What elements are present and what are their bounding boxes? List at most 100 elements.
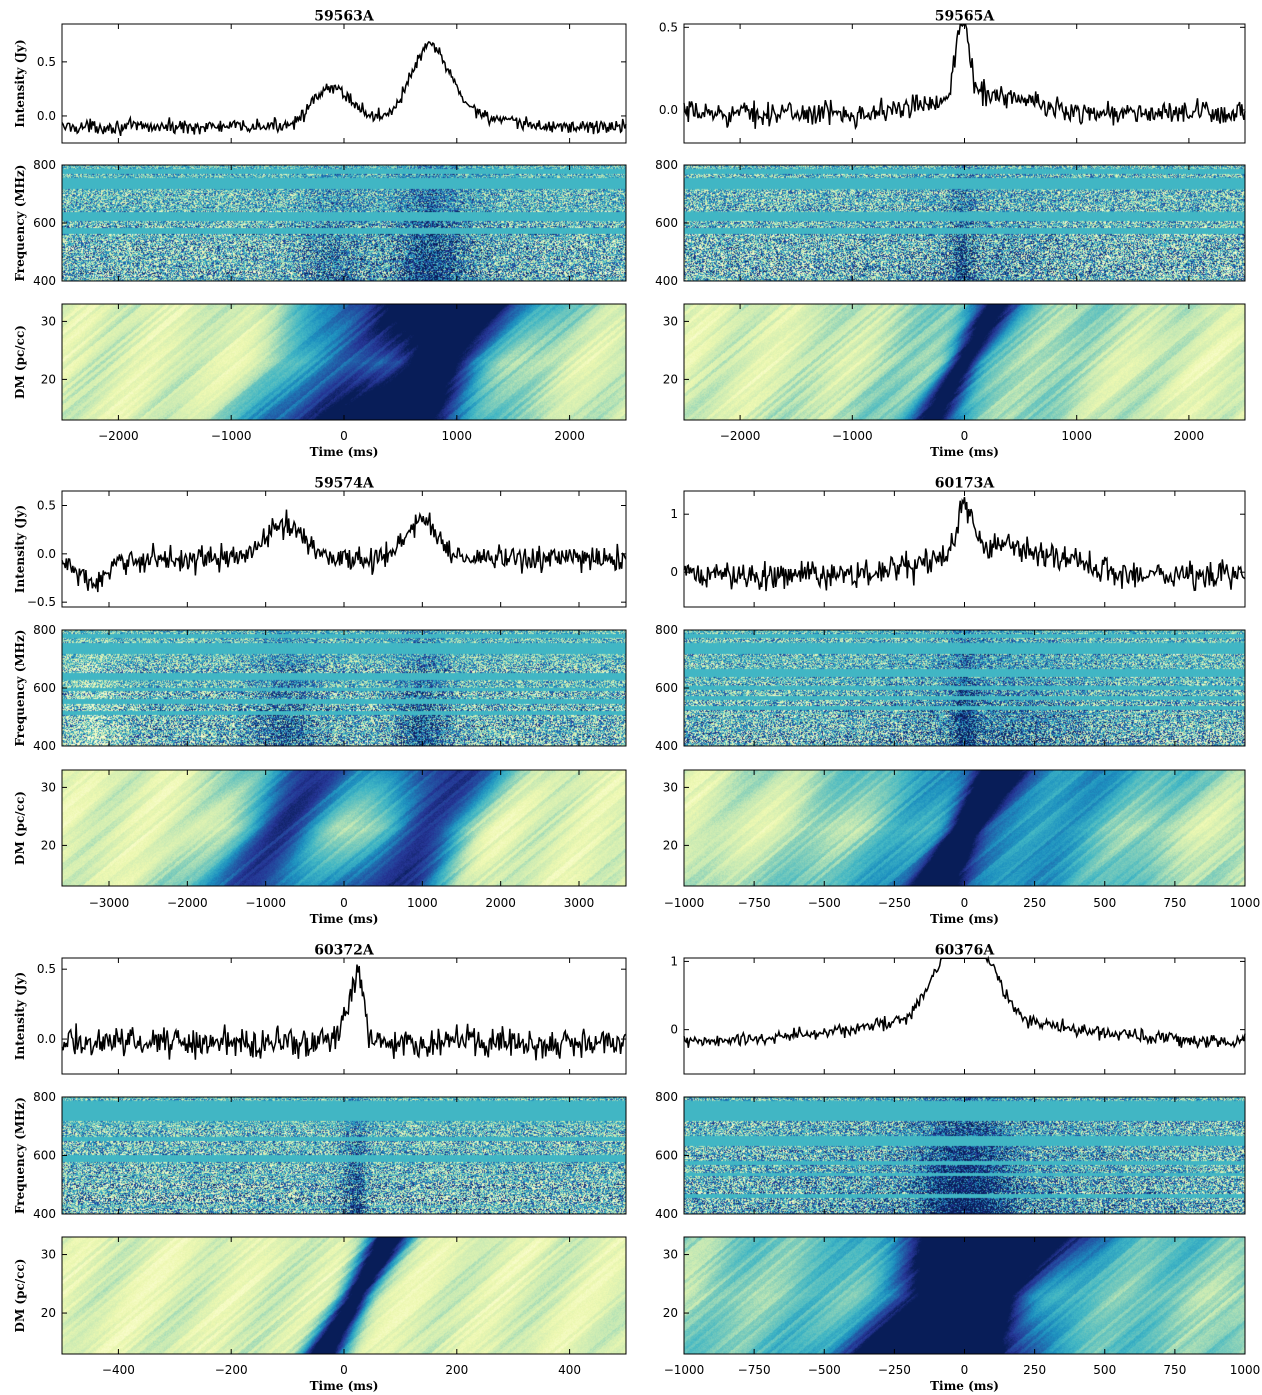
panel-59574A: 59574A −0.5 0.0 0.5 400 600 800 20 30 −3000 −2000 −… xyxy=(13,476,627,926)
spectrogram-ylabel: Frequency (MHz) xyxy=(13,165,27,282)
x-axis-label: Time (ms) xyxy=(930,1379,999,1393)
xtick-label: −2000 xyxy=(98,429,139,443)
xtick-label: −1000 xyxy=(664,896,705,910)
intensity-ytick-label: −0.5 xyxy=(27,595,56,609)
panel-title: 60372A xyxy=(314,943,375,959)
xtick-label: −250 xyxy=(878,896,911,910)
xtick-label: 2000 xyxy=(485,896,516,910)
xtick-label: 2000 xyxy=(554,429,585,443)
panel-title: 59574A xyxy=(314,476,375,492)
dm-ytick-label: 30 xyxy=(663,780,678,794)
dm-ylabel: DM (pc/cc) xyxy=(13,791,27,865)
intensity-ytick-label: 0.5 xyxy=(37,55,56,69)
xtick-label: 0 xyxy=(961,1363,969,1377)
xtick-label: −1000 xyxy=(664,1363,705,1377)
dm-ytick-label: 20 xyxy=(663,372,678,386)
dm-ytick-label: 30 xyxy=(41,314,56,328)
spectrogram-image xyxy=(62,1097,626,1214)
dm-time-image xyxy=(684,770,1245,886)
panel-title: 60376A xyxy=(935,943,996,959)
xtick-label: 500 xyxy=(1093,1363,1116,1377)
x-axis-label: Time (ms) xyxy=(310,912,379,926)
dm-time-image xyxy=(62,770,626,886)
dm-time-image xyxy=(684,304,1245,420)
xtick-label: 1000 xyxy=(1230,896,1261,910)
xtick-label: −2000 xyxy=(167,896,208,910)
xtick-label: 250 xyxy=(1023,1363,1046,1377)
xtick-label: 750 xyxy=(1163,896,1186,910)
spectrogram-ytick-label: 600 xyxy=(655,1149,678,1163)
dm-ytick-label: 30 xyxy=(41,780,56,794)
spectrogram-ytick-label: 400 xyxy=(33,274,56,288)
intensity-series xyxy=(61,41,627,137)
xtick-label: −750 xyxy=(738,1363,771,1377)
xtick-label: −1000 xyxy=(245,896,286,910)
xtick-label: 0 xyxy=(340,896,348,910)
dm-ytick-label: 20 xyxy=(41,838,56,852)
spectrogram-ytick-label: 800 xyxy=(655,623,678,637)
intensity-series xyxy=(61,964,627,1061)
panel-title: 59565A xyxy=(935,9,996,25)
x-axis-label: Time (ms) xyxy=(310,445,379,459)
spectrogram-image xyxy=(684,630,1245,746)
intensity-ylabel: Intensity (Jy) xyxy=(13,39,27,127)
dm-ytick-label: 20 xyxy=(41,1306,56,1320)
spectrogram-ytick-label: 600 xyxy=(33,1149,56,1163)
spectrogram-ylabel: Frequency (MHz) xyxy=(13,630,27,747)
spectrogram-ytick-label: 600 xyxy=(33,216,56,230)
dm-time-image xyxy=(62,304,626,420)
intensity-ylabel: Intensity (Jy) xyxy=(13,505,27,593)
xtick-label: −500 xyxy=(808,1363,841,1377)
x-axis-label: Time (ms) xyxy=(310,1379,379,1393)
xtick-label: −200 xyxy=(215,1363,248,1377)
intensity-series xyxy=(683,497,1246,592)
spectrogram-ytick-label: 800 xyxy=(33,623,56,637)
xtick-label: 0 xyxy=(340,429,348,443)
xtick-label: −1000 xyxy=(211,429,252,443)
xtick-label: 0 xyxy=(961,429,969,443)
spectrogram-ytick-label: 600 xyxy=(655,681,678,695)
intensity-ytick-label: 0 xyxy=(670,565,678,579)
xtick-label: 250 xyxy=(1023,896,1046,910)
xtick-label: 1000 xyxy=(407,896,438,910)
xtick-label: 0 xyxy=(340,1363,348,1377)
spectrogram-ytick-label: 800 xyxy=(33,158,56,172)
spectrogram-image xyxy=(62,165,626,281)
xtick-label: 1000 xyxy=(1230,1363,1261,1377)
dm-time-image xyxy=(684,1237,1245,1354)
xtick-label: 1000 xyxy=(1061,429,1092,443)
dm-ytick-label: 20 xyxy=(663,1306,678,1320)
dm-ytick-label: 30 xyxy=(663,314,678,328)
spectrogram-ytick-label: 400 xyxy=(33,1207,56,1221)
intensity-ytick-label: 0.0 xyxy=(37,1032,56,1046)
panel-60376A: 60376A 0 1 400 600 800 20 30 −1000 −750 −500 −250 0 2… xyxy=(655,943,1260,1393)
xtick-label: 750 xyxy=(1163,1363,1186,1377)
intensity-ytick-label: 0.0 xyxy=(659,103,678,117)
xtick-label: 200 xyxy=(445,1363,468,1377)
intensity-ytick-label: 0.5 xyxy=(659,20,678,34)
xtick-label: −500 xyxy=(808,896,841,910)
xtick-label: 400 xyxy=(558,1363,581,1377)
dm-ytick-label: 20 xyxy=(41,372,56,386)
spectrogram-ytick-label: 400 xyxy=(33,739,56,753)
spectrogram-ytick-label: 800 xyxy=(33,1090,56,1104)
xtick-label: −750 xyxy=(738,896,771,910)
dm-ylabel: DM (pc/cc) xyxy=(13,325,27,399)
spectrogram-ytick-label: 800 xyxy=(655,158,678,172)
x-axis-label: Time (ms) xyxy=(930,445,999,459)
xtick-label: 2000 xyxy=(1174,429,1205,443)
dm-ylabel: DM (pc/cc) xyxy=(13,1259,27,1333)
intensity-ytick-label: 0.5 xyxy=(37,962,56,976)
panel-60372A: 60372A 0.0 0.5 400 600 800 20 30 −400 −200 0 200 400… xyxy=(13,943,627,1393)
panel-59563A: 59563A 0.0 0.5 400 600 800 20 30 −2000 −1000 0 1000… xyxy=(13,9,627,459)
xtick-label: 500 xyxy=(1093,896,1116,910)
intensity-ytick-label: 0.0 xyxy=(37,109,56,123)
intensity-series xyxy=(61,509,627,593)
panel-title: 60173A xyxy=(935,476,996,492)
spectrogram-image xyxy=(684,1097,1245,1214)
spectrogram-ylabel: Frequency (MHz) xyxy=(13,1097,27,1214)
dm-time-image xyxy=(62,1237,626,1354)
spectrogram-image xyxy=(684,165,1245,281)
spectrogram-ytick-label: 400 xyxy=(655,739,678,753)
xtick-label: −400 xyxy=(102,1363,135,1377)
